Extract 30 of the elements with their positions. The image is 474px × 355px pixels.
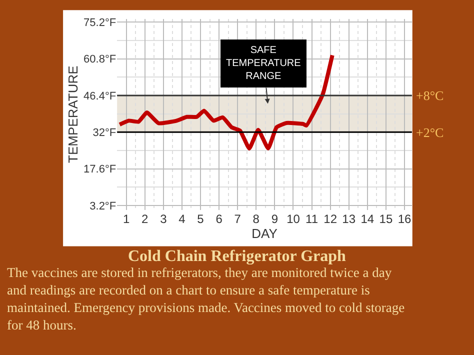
x-tick-label: 7: [234, 212, 242, 226]
x-tick-label: 10: [286, 212, 300, 226]
y-axis-title: TEMPERATURE: [65, 65, 80, 163]
x-tick-label: 9: [271, 212, 278, 226]
line-series: [118, 53, 334, 150]
x-tick-label: 13: [342, 212, 356, 226]
y-tick-label: 60.8°F: [84, 54, 116, 66]
y-tick-label: 3.2°F: [90, 200, 116, 212]
ref-line-label: +8°C: [416, 88, 444, 103]
x-tick-label: 4: [178, 212, 186, 226]
y-tick-label: 75.2°F: [84, 17, 116, 30]
x-tick-label: 2: [142, 212, 149, 226]
x-tick-label: 14: [360, 212, 374, 226]
ref-line-label: +2°C: [416, 125, 444, 140]
x-tick-label: 12: [324, 212, 338, 226]
x-tick-label: 1: [123, 212, 130, 226]
y-tick-label: 32°F: [92, 126, 116, 139]
x-tick-label: 16: [398, 212, 412, 226]
x-tick-label: 5: [197, 212, 204, 226]
y-tick-label: 46.4°F: [84, 90, 116, 102]
x-tick-label: 15: [379, 212, 393, 226]
x-tick-label: 3: [160, 212, 168, 226]
text: The vaccines are stored in refrigerators, they are monitored twice a day and readings are recorded on a chart to ensure a safe temperature is maintained. Emergency provisions made. Vaccines moved to cold storage for 48 hours.: [7, 265, 405, 333]
y-tick-label: 17.6°F: [84, 164, 116, 176]
text: Cold Chain Refrigerator Graph: [128, 248, 346, 265]
x-tick-label: 8: [252, 212, 260, 226]
x-axis-title: DAY: [252, 226, 278, 241]
annotation: SAFE TEMPERATURE RANGE: [226, 45, 302, 82]
x-tick-label: 11: [306, 212, 318, 226]
x-tick-label: 6: [216, 212, 223, 226]
